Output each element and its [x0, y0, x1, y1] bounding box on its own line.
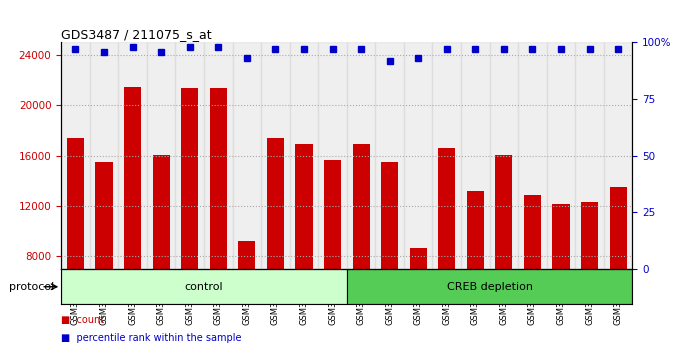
Bar	[95, 162, 113, 354]
Bar	[124, 86, 141, 354]
Bar	[238, 241, 256, 354]
Bar	[547, 42, 575, 269]
Text: ■  percentile rank within the sample: ■ percentile rank within the sample	[61, 333, 241, 343]
Bar	[261, 42, 290, 269]
Bar	[290, 42, 318, 269]
Bar	[118, 42, 147, 269]
Bar	[181, 88, 199, 354]
Bar	[609, 187, 627, 354]
Bar	[404, 42, 432, 269]
Bar	[233, 42, 261, 269]
Bar	[61, 42, 90, 269]
Text: CREB depletion: CREB depletion	[447, 282, 532, 292]
Bar	[409, 248, 427, 354]
Bar	[318, 42, 347, 269]
Bar	[347, 42, 375, 269]
Bar	[347, 269, 632, 304]
Bar	[432, 42, 461, 269]
Bar	[461, 42, 490, 269]
Bar	[581, 202, 598, 354]
Bar	[352, 144, 370, 354]
Bar	[209, 88, 227, 354]
Bar	[152, 154, 170, 354]
Bar	[381, 162, 398, 354]
Bar	[61, 269, 347, 304]
Bar	[466, 191, 484, 354]
Bar	[438, 148, 456, 354]
Bar	[604, 42, 632, 269]
Bar	[490, 42, 518, 269]
Bar	[518, 42, 547, 269]
Bar	[375, 42, 404, 269]
Bar	[90, 42, 118, 269]
Bar	[524, 195, 541, 354]
Bar	[204, 42, 233, 269]
Bar	[175, 42, 204, 269]
Text: control: control	[185, 282, 223, 292]
Bar	[575, 42, 604, 269]
Text: protocol: protocol	[9, 282, 54, 292]
Bar	[267, 138, 284, 354]
Bar	[295, 144, 313, 354]
Text: ■  count: ■ count	[61, 315, 104, 325]
Text: GDS3487 / 211075_s_at: GDS3487 / 211075_s_at	[61, 28, 212, 41]
Bar	[147, 42, 175, 269]
Bar	[67, 138, 84, 354]
Bar	[495, 154, 513, 354]
Bar	[324, 160, 341, 354]
Bar	[552, 204, 570, 354]
